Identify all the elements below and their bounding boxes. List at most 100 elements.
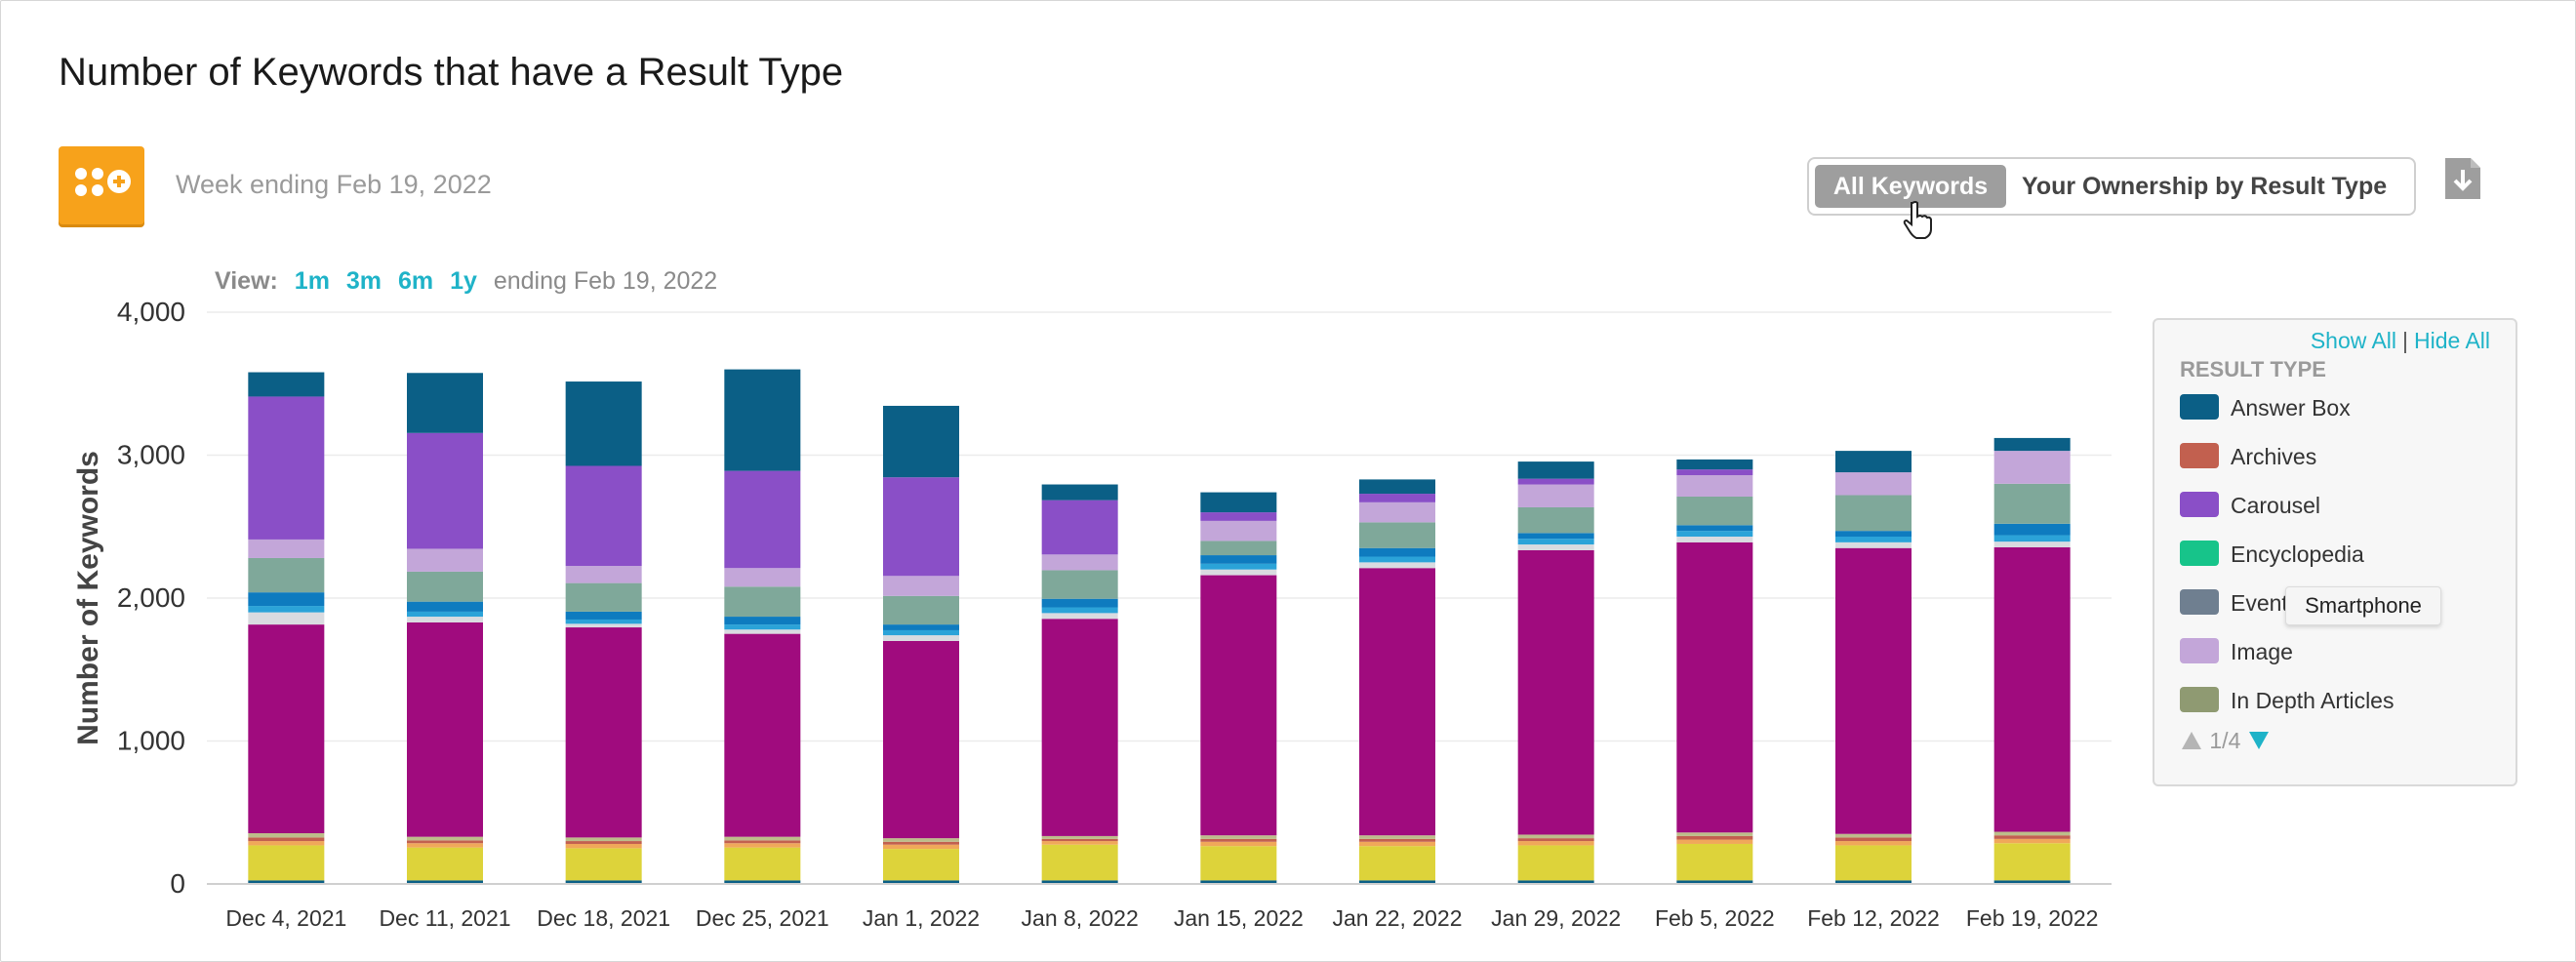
bar-segment xyxy=(883,838,959,842)
legend-pager: 1/4 xyxy=(2180,728,2271,754)
bar-segment xyxy=(724,586,801,618)
bar-segment xyxy=(1517,484,1594,507)
bar-segment xyxy=(1359,841,1435,847)
bar-segment xyxy=(407,840,483,844)
bar-segment xyxy=(407,548,483,572)
bar-segment xyxy=(1517,478,1594,485)
bar-segment xyxy=(1041,607,1118,614)
y-axis-label: Number of Keywords xyxy=(72,451,104,745)
bar-segment xyxy=(1835,833,1912,838)
x-tick-label: Dec 18, 2021 xyxy=(537,905,670,931)
bar-segment xyxy=(1359,846,1435,881)
bar-segment xyxy=(248,841,325,846)
bar-segment xyxy=(1359,556,1435,563)
view-6m-link[interactable]: 6m xyxy=(397,267,434,295)
x-tick-label: Dec 4, 2021 xyxy=(225,905,346,931)
bar-segment xyxy=(1993,838,2071,844)
all-keywords-button[interactable]: All Keywords xyxy=(1815,165,2006,208)
bar-segment xyxy=(1676,459,1753,470)
y-tick-label: 4,000 xyxy=(117,297,185,327)
bar-segment xyxy=(724,617,801,625)
bar-segment xyxy=(1200,575,1277,836)
add-chart-button[interactable] xyxy=(59,146,144,224)
legend-item-label: Image xyxy=(2231,639,2293,664)
bar-segment xyxy=(1200,838,1277,842)
bar-segment xyxy=(1517,539,1594,545)
ownership-by-result-type-button[interactable]: Your Ownership by Result Type xyxy=(2022,173,2388,200)
bar-segment xyxy=(883,880,959,884)
bar-segment xyxy=(883,629,959,636)
x-tick-label: Jan 22, 2022 xyxy=(1332,905,1462,931)
bar-segment xyxy=(1359,838,1435,842)
legend-swatch xyxy=(2180,394,2219,420)
bar-segment xyxy=(1041,554,1118,571)
x-tick-label: Dec 11, 2021 xyxy=(379,905,510,931)
bar-segment xyxy=(1517,549,1594,835)
show-all-link[interactable]: Show All xyxy=(2310,328,2397,353)
bar-segment xyxy=(724,470,801,569)
bar-segment xyxy=(407,601,483,612)
bar-segment xyxy=(565,880,642,884)
bar-segment xyxy=(1993,835,2071,839)
bar-segment xyxy=(1041,484,1118,501)
bar-segment xyxy=(1993,523,2071,536)
bar-segment xyxy=(1200,563,1277,570)
keyword-mode-toggle: All Keywords Your Ownership by Result Ty… xyxy=(1807,157,2416,216)
bar-segment xyxy=(248,606,325,613)
bar-segment xyxy=(883,849,959,881)
bar-segment xyxy=(1835,880,1912,884)
bar-segment xyxy=(1676,475,1753,497)
view-1m-link[interactable]: 1m xyxy=(294,267,330,295)
bar-segment xyxy=(1993,880,2071,884)
bar-segment xyxy=(883,635,959,641)
view-3m-link[interactable]: 3m xyxy=(345,267,382,295)
bar-segment xyxy=(1200,835,1277,839)
bar-segment xyxy=(248,372,325,397)
legend-panel: Show All | Hide All RESULT TYPE Answer Box… xyxy=(2153,318,2517,786)
legend-swatch xyxy=(2180,443,2219,468)
bar-segment xyxy=(1517,880,1594,884)
bar-segment xyxy=(248,880,325,884)
view-1y-link[interactable]: 1y xyxy=(450,267,477,295)
x-tick-label: Feb 19, 2022 xyxy=(1966,905,2099,931)
bar-segment xyxy=(883,640,959,839)
bar-segment xyxy=(1835,541,1912,548)
bar-segment xyxy=(1993,546,2071,832)
bar-segment xyxy=(1993,437,2071,452)
bar-segment xyxy=(407,843,483,848)
download-icon[interactable] xyxy=(2443,156,2482,201)
page-up-triangle-icon[interactable] xyxy=(2180,730,2203,751)
bar-segment xyxy=(248,612,325,625)
legend-swatch xyxy=(2180,638,2219,663)
bar-segment xyxy=(565,848,642,881)
bar-segment xyxy=(1041,844,1118,881)
bar-segment xyxy=(248,837,325,842)
bar-segment xyxy=(1359,494,1435,502)
bar-segment xyxy=(1200,541,1277,556)
bar-segment xyxy=(724,843,801,848)
bar-segment xyxy=(724,369,801,471)
bar-segment xyxy=(1835,495,1912,532)
bar-segment xyxy=(1200,880,1277,884)
bar-segment xyxy=(1517,461,1594,479)
bar-segment xyxy=(883,576,959,596)
bar-segment xyxy=(1200,846,1277,881)
bar-segment xyxy=(1993,831,2071,836)
legend-show-hide: Show All | Hide All xyxy=(2311,328,2490,354)
bar-segment xyxy=(248,396,325,540)
bar-segment xyxy=(883,624,959,630)
bar-segment xyxy=(1200,569,1277,576)
page-down-triangle-icon[interactable] xyxy=(2247,730,2271,751)
bar-segment xyxy=(1993,451,2071,484)
bar-segment xyxy=(565,841,642,844)
bar-segment xyxy=(1676,541,1753,833)
bar-segment xyxy=(1359,479,1435,495)
bar-segment xyxy=(1517,841,1594,846)
bar-segment xyxy=(407,847,483,881)
bar-segment xyxy=(407,571,483,602)
bar-segment xyxy=(1993,541,2071,547)
bar-segment xyxy=(1676,496,1753,526)
hide-all-link[interactable]: Hide All xyxy=(2414,328,2490,353)
bar-segment xyxy=(1041,880,1118,884)
bar-segment xyxy=(1993,843,2071,881)
